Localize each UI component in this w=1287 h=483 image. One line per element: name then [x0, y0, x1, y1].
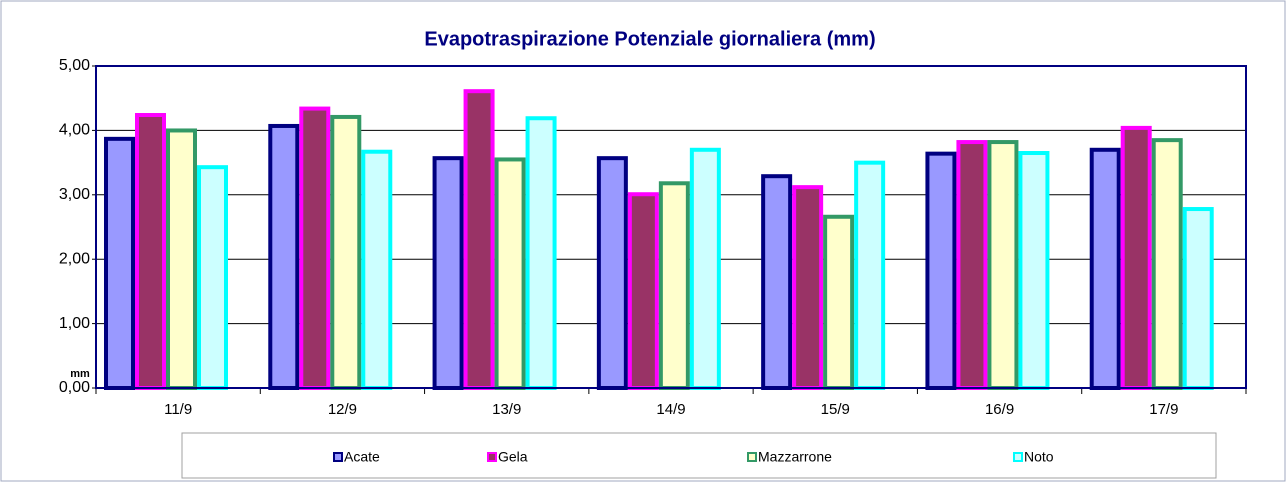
bar — [823, 214, 855, 390]
bar — [761, 174, 793, 390]
x-tick-label: 12/9 — [328, 401, 357, 418]
y-tick-label: 0,00 — [59, 379, 90, 396]
bar — [166, 128, 197, 391]
bar — [299, 106, 331, 391]
bar — [525, 116, 557, 391]
legend-label: Mazzarrone — [758, 449, 832, 465]
chart-title: Evapotraspirazione Potenziale giornalier… — [424, 28, 875, 50]
legend-label: Noto — [1024, 449, 1054, 465]
x-tick-label: 14/9 — [656, 401, 685, 418]
bar — [658, 181, 690, 390]
bar — [1182, 207, 1214, 390]
bar — [925, 151, 957, 390]
bar — [197, 165, 228, 390]
legend-marker — [333, 452, 343, 462]
x-tick-label: 17/9 — [1149, 401, 1178, 418]
y-tick-label: 5,00 — [59, 57, 90, 74]
bar — [361, 149, 393, 390]
y-axis-label: mm — [70, 368, 90, 380]
x-tick-label: 11/9 — [164, 401, 192, 418]
y-tick-label: 3,00 — [59, 186, 90, 203]
y-tick-label: 2,00 — [59, 250, 90, 267]
plot-border — [95, 65, 1247, 389]
bar — [854, 160, 886, 390]
bar — [792, 185, 824, 390]
bar — [627, 192, 659, 390]
y-tick-label: 1,00 — [59, 315, 90, 332]
legend-marker — [487, 452, 497, 462]
legend-label: Gela — [498, 449, 528, 465]
bar — [104, 136, 135, 390]
bar — [1089, 147, 1121, 390]
bar — [268, 123, 300, 391]
bar — [596, 156, 628, 390]
legend-marker — [1013, 452, 1023, 462]
legend-marker — [747, 452, 757, 462]
bar — [987, 140, 1019, 390]
bar — [956, 140, 988, 390]
y-tick-label: 4,00 — [59, 122, 90, 139]
bar — [1120, 125, 1152, 390]
bar — [330, 114, 362, 390]
bar — [1151, 138, 1183, 390]
bar — [494, 157, 526, 390]
x-tick-label: 13/9 — [492, 401, 521, 418]
legend-box — [181, 432, 1217, 479]
bar — [135, 113, 166, 391]
x-tick-label: 15/9 — [821, 401, 850, 418]
bar — [1018, 151, 1050, 390]
x-tick-label: 16/9 — [985, 401, 1014, 418]
legend-label: Acate — [344, 449, 380, 465]
bar — [463, 89, 495, 391]
bar — [689, 147, 721, 390]
bar — [432, 156, 464, 390]
